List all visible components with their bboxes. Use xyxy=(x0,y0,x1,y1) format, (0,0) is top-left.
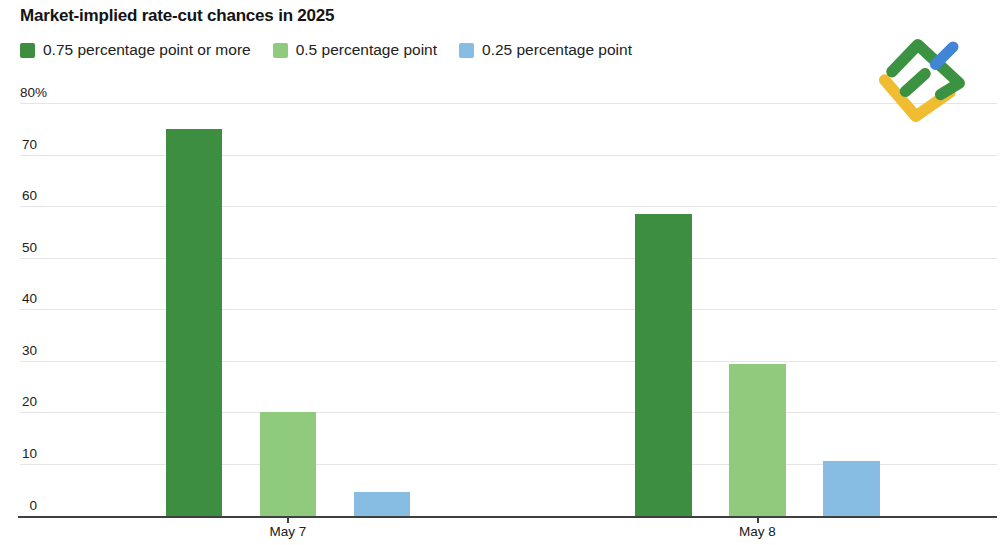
y-tick-label-0: 0 xyxy=(20,498,37,513)
bar-may-8-series-0 xyxy=(635,214,692,516)
x-axis-label-may-8: May 8 xyxy=(739,524,776,539)
logo-green-dash xyxy=(905,74,925,92)
y-tick-label-80: 80% xyxy=(20,85,37,100)
bar-may-7-series-1 xyxy=(260,412,317,516)
y-tick-label-50: 50 xyxy=(20,240,37,255)
litefinance-logo xyxy=(866,28,980,132)
y-tick-label-40: 40 xyxy=(20,291,37,306)
y-tick-label-20: 20 xyxy=(20,394,37,409)
y-tick-label-30: 30 xyxy=(20,343,37,358)
x-tick-may-8 xyxy=(757,517,759,523)
x-axis-label-may-7: May 7 xyxy=(270,524,307,539)
bar-may-8-series-2 xyxy=(823,461,880,515)
bar-may-8-series-1 xyxy=(729,364,786,516)
y-tick-label-10: 10 xyxy=(20,446,37,461)
logo-blue-dash xyxy=(935,47,953,65)
bar-may-7-series-0 xyxy=(166,129,223,515)
gridline-80 xyxy=(20,103,997,104)
bar-may-7-series-2 xyxy=(354,492,411,515)
x-tick-may-7 xyxy=(287,517,289,523)
chart-figure: Market-implied rate-cut chances in 2025 … xyxy=(0,0,1000,545)
y-tick-label-60: 60 xyxy=(20,188,37,203)
y-tick-label-70: 70 xyxy=(20,137,37,152)
plot-area: 0 10 20 30 40 50 60 70 80% May 7 May 8 xyxy=(0,0,1000,545)
x-axis-line xyxy=(18,516,997,518)
